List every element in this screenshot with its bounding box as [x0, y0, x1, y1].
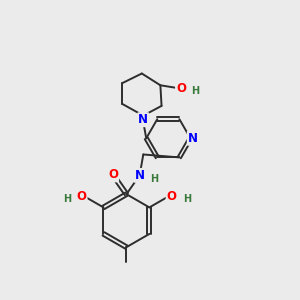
Text: O: O — [76, 190, 87, 203]
Text: H: H — [63, 194, 71, 204]
Text: N: N — [188, 132, 198, 145]
Text: H: H — [191, 86, 199, 96]
Text: H: H — [183, 194, 191, 204]
Text: O: O — [108, 168, 118, 182]
Text: O: O — [176, 82, 186, 95]
Text: N: N — [138, 113, 148, 126]
Text: O: O — [167, 190, 177, 203]
Text: H: H — [150, 174, 158, 184]
Text: N: N — [135, 169, 145, 182]
